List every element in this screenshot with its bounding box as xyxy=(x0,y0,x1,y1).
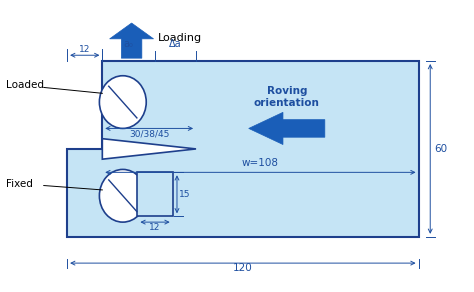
Polygon shape xyxy=(102,139,196,159)
Text: Roving
orientation: Roving orientation xyxy=(254,86,319,108)
Text: 12: 12 xyxy=(149,223,161,232)
Text: Δa: Δa xyxy=(169,39,182,49)
Text: w=108: w=108 xyxy=(242,158,279,168)
Text: Loading: Loading xyxy=(158,33,202,43)
Ellipse shape xyxy=(100,76,146,128)
Text: 30/38/45: 30/38/45 xyxy=(129,130,169,139)
Polygon shape xyxy=(109,23,154,58)
Ellipse shape xyxy=(100,169,146,222)
Text: a₀: a₀ xyxy=(124,39,134,49)
Bar xyxy=(137,172,173,216)
Polygon shape xyxy=(249,112,325,145)
Polygon shape xyxy=(67,61,419,237)
Text: Loaded: Loaded xyxy=(6,79,44,90)
Text: Fixed: Fixed xyxy=(6,179,33,189)
Text: 120: 120 xyxy=(233,263,253,273)
Text: 15: 15 xyxy=(179,190,191,199)
Text: 12: 12 xyxy=(79,45,91,54)
Text: 60: 60 xyxy=(435,144,448,154)
